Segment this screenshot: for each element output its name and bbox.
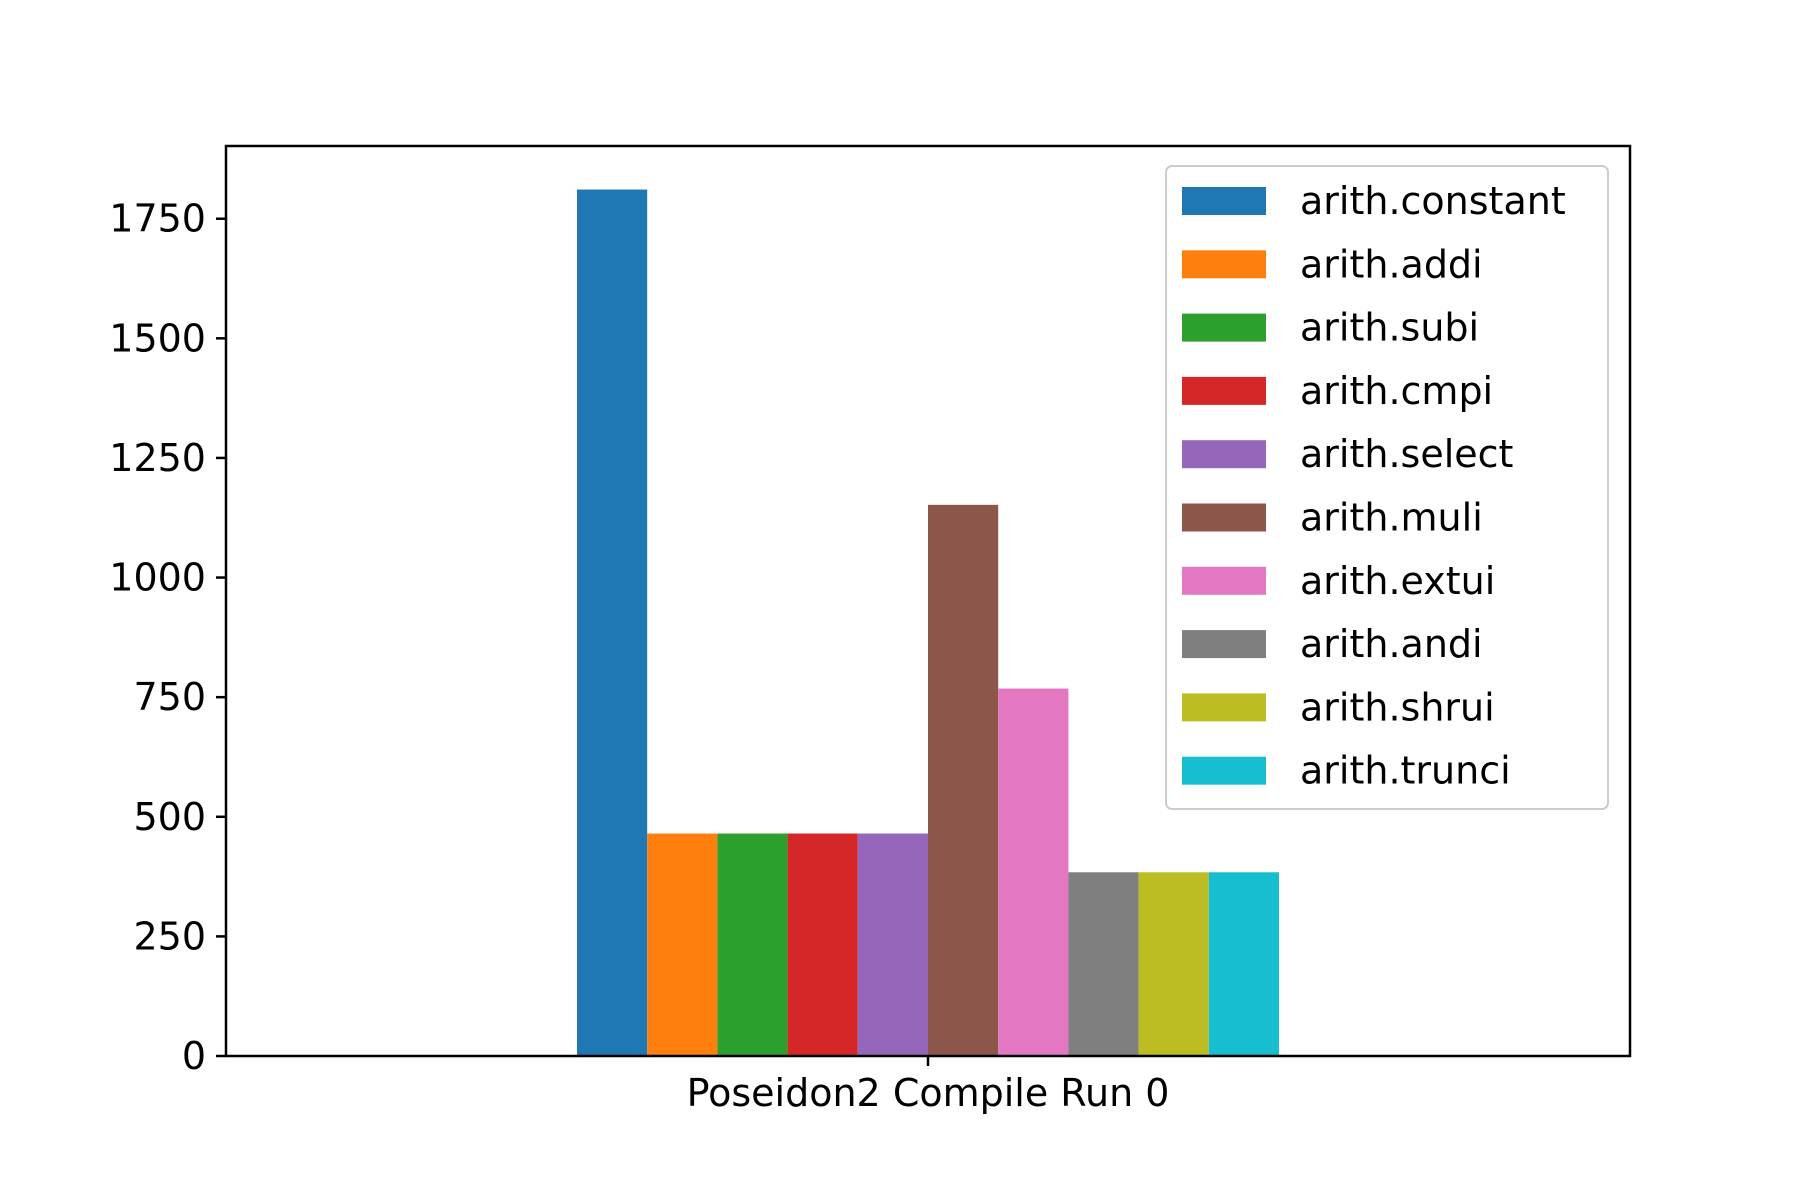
bar-arith-constant	[577, 189, 648, 1056]
legend-swatch	[1182, 630, 1266, 659]
x-axis: Poseidon2 Compile Run 0	[687, 1056, 1170, 1115]
legend-label: arith.cmpi	[1300, 369, 1493, 413]
legend-label: arith.addi	[1300, 242, 1483, 286]
y-tick-label: 500	[133, 795, 206, 839]
y-tick-label: 750	[133, 675, 206, 719]
legend-swatch	[1182, 250, 1266, 279]
legend-label: arith.muli	[1300, 496, 1483, 540]
y-tick-label: 250	[133, 914, 206, 958]
y-axis: 0 250 500 750 1000 1250 1500 1750	[109, 197, 226, 1078]
bar-arith-cmpi	[787, 833, 858, 1056]
y-tick-label: 1750	[109, 197, 206, 241]
legend-swatch	[1182, 313, 1266, 342]
legend-swatch	[1182, 756, 1266, 785]
y-tick-label: 1000	[109, 556, 206, 600]
legend-label: arith.andi	[1300, 622, 1483, 666]
plot-frame	[224, 144, 1632, 1058]
y-tick-label: 1500	[109, 316, 206, 360]
legend-label: arith.extui	[1300, 559, 1495, 603]
legend-swatch	[1182, 376, 1266, 405]
bar-arith-shrui	[1138, 872, 1209, 1056]
bar-arith-muli	[928, 504, 999, 1057]
legend-box	[1165, 165, 1609, 810]
bar-arith-subi	[717, 833, 788, 1056]
bars-group	[577, 189, 1279, 1057]
legend-swatch	[1182, 187, 1266, 215]
x-tick-label: Poseidon2 Compile Run 0	[687, 1071, 1170, 1115]
bar-arith-addi	[647, 833, 718, 1056]
legend-label: arith.subi	[1300, 306, 1479, 350]
legend-label: arith.constant	[1300, 179, 1566, 223]
bar-arith-andi	[1068, 872, 1139, 1056]
bar-arith-trunci	[1208, 872, 1279, 1056]
legend-label: arith.select	[1300, 432, 1513, 476]
legend-swatch	[1182, 440, 1266, 469]
y-tick-label: 0	[182, 1034, 206, 1078]
legend-swatch	[1182, 566, 1266, 595]
legend-label: arith.trunci	[1300, 749, 1511, 793]
legend-label: arith.shrui	[1300, 685, 1495, 729]
legend-swatch	[1182, 693, 1266, 722]
bar-arith-extui	[998, 688, 1069, 1056]
bar-arith-select	[857, 833, 928, 1056]
legend: arith.constant arith.addi arith.subi arith.…	[1165, 165, 1609, 810]
legend-swatch	[1182, 503, 1266, 532]
y-tick-label: 1250	[109, 436, 206, 480]
